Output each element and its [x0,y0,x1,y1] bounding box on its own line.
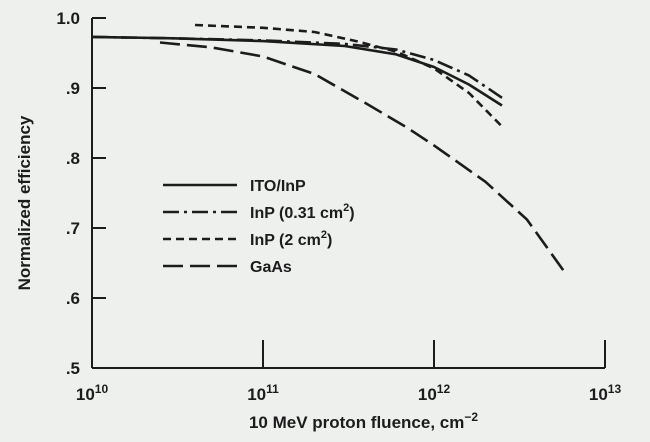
x-axis-title: 10 MeV proton fluence, cm−2 [249,410,478,432]
series-line-4 [159,41,569,277]
x-tick-label: 1013 [589,382,622,404]
legend-label: ITO/InP [250,178,306,195]
x-tick-label: 1011 [247,382,279,404]
y-tick-label: .8 [66,149,80,168]
series-line-3 [194,23,503,128]
x-tick-label: 1012 [418,382,451,404]
axis-labels: 1.0 .9 .8 .7 .6 .5 1010 1011 1012 1013 10 MeV prot… [15,9,621,432]
y-tick-label: 1.0 [56,9,80,28]
y-tick-label: .7 [66,219,80,238]
x-tick-label: 1010 [76,382,109,404]
legend-label: GaAs [250,259,292,276]
legend-label: InP (0.31 cm2) [250,202,355,222]
y-tick-label: .5 [66,359,80,378]
y-axis-title: Normalized efficiency [15,115,34,290]
series-lines [91,23,569,277]
legend-label: InP (2 cm2) [250,229,332,249]
y-tick-label: .9 [66,79,80,98]
axes [91,17,606,369]
series-line-1 [91,35,503,107]
y-tick-label: .6 [66,289,80,308]
series-line-2 [91,35,503,99]
legend: ITO/InP InP (0.31 cm2) InP (2 cm2) GaAs [163,178,355,276]
